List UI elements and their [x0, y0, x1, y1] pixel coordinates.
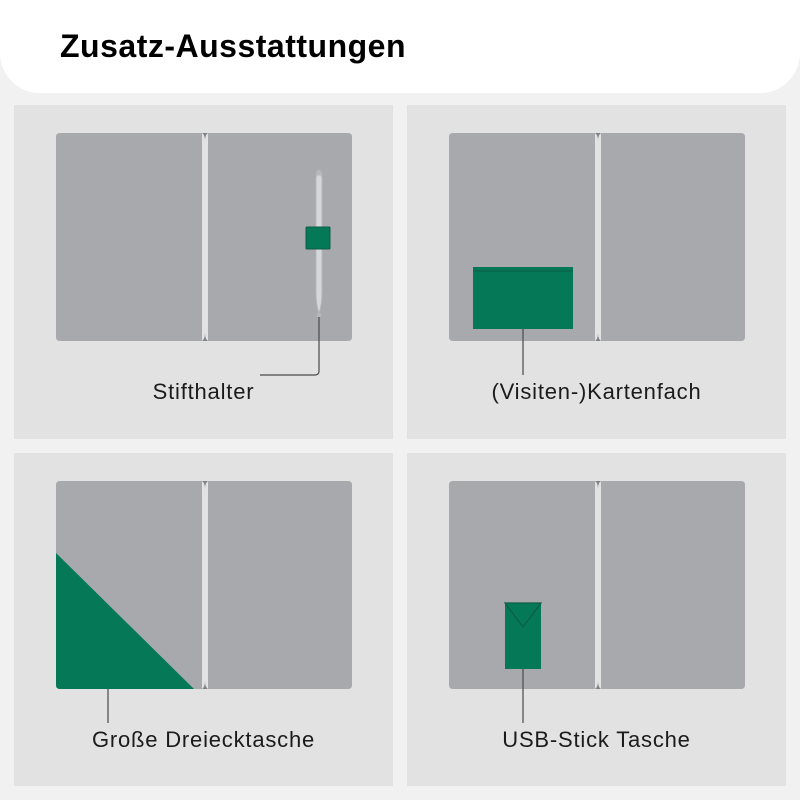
illustration-usb-pocket [443, 475, 751, 695]
illustration-card-pocket [443, 127, 751, 347]
title-bar: Zusatz-Ausstattungen [0, 0, 800, 93]
page-title: Zusatz-Ausstattungen [60, 28, 800, 65]
panel-grid: Stifthalter (Visiten-)Kartenfach [0, 105, 800, 800]
page-root: Zusatz-Ausstattungen [0, 0, 800, 800]
illustration-pen-holder [50, 127, 358, 347]
panel-card-pocket: (Visiten-)Kartenfach [407, 105, 786, 439]
panel-usb-pocket: USB-Stick Tasche [407, 453, 786, 787]
illustration-triangle-pocket [50, 475, 358, 695]
panel-triangle-pocket: Große Dreiecktasche [14, 453, 393, 787]
panel-pen-holder: Stifthalter [14, 105, 393, 439]
